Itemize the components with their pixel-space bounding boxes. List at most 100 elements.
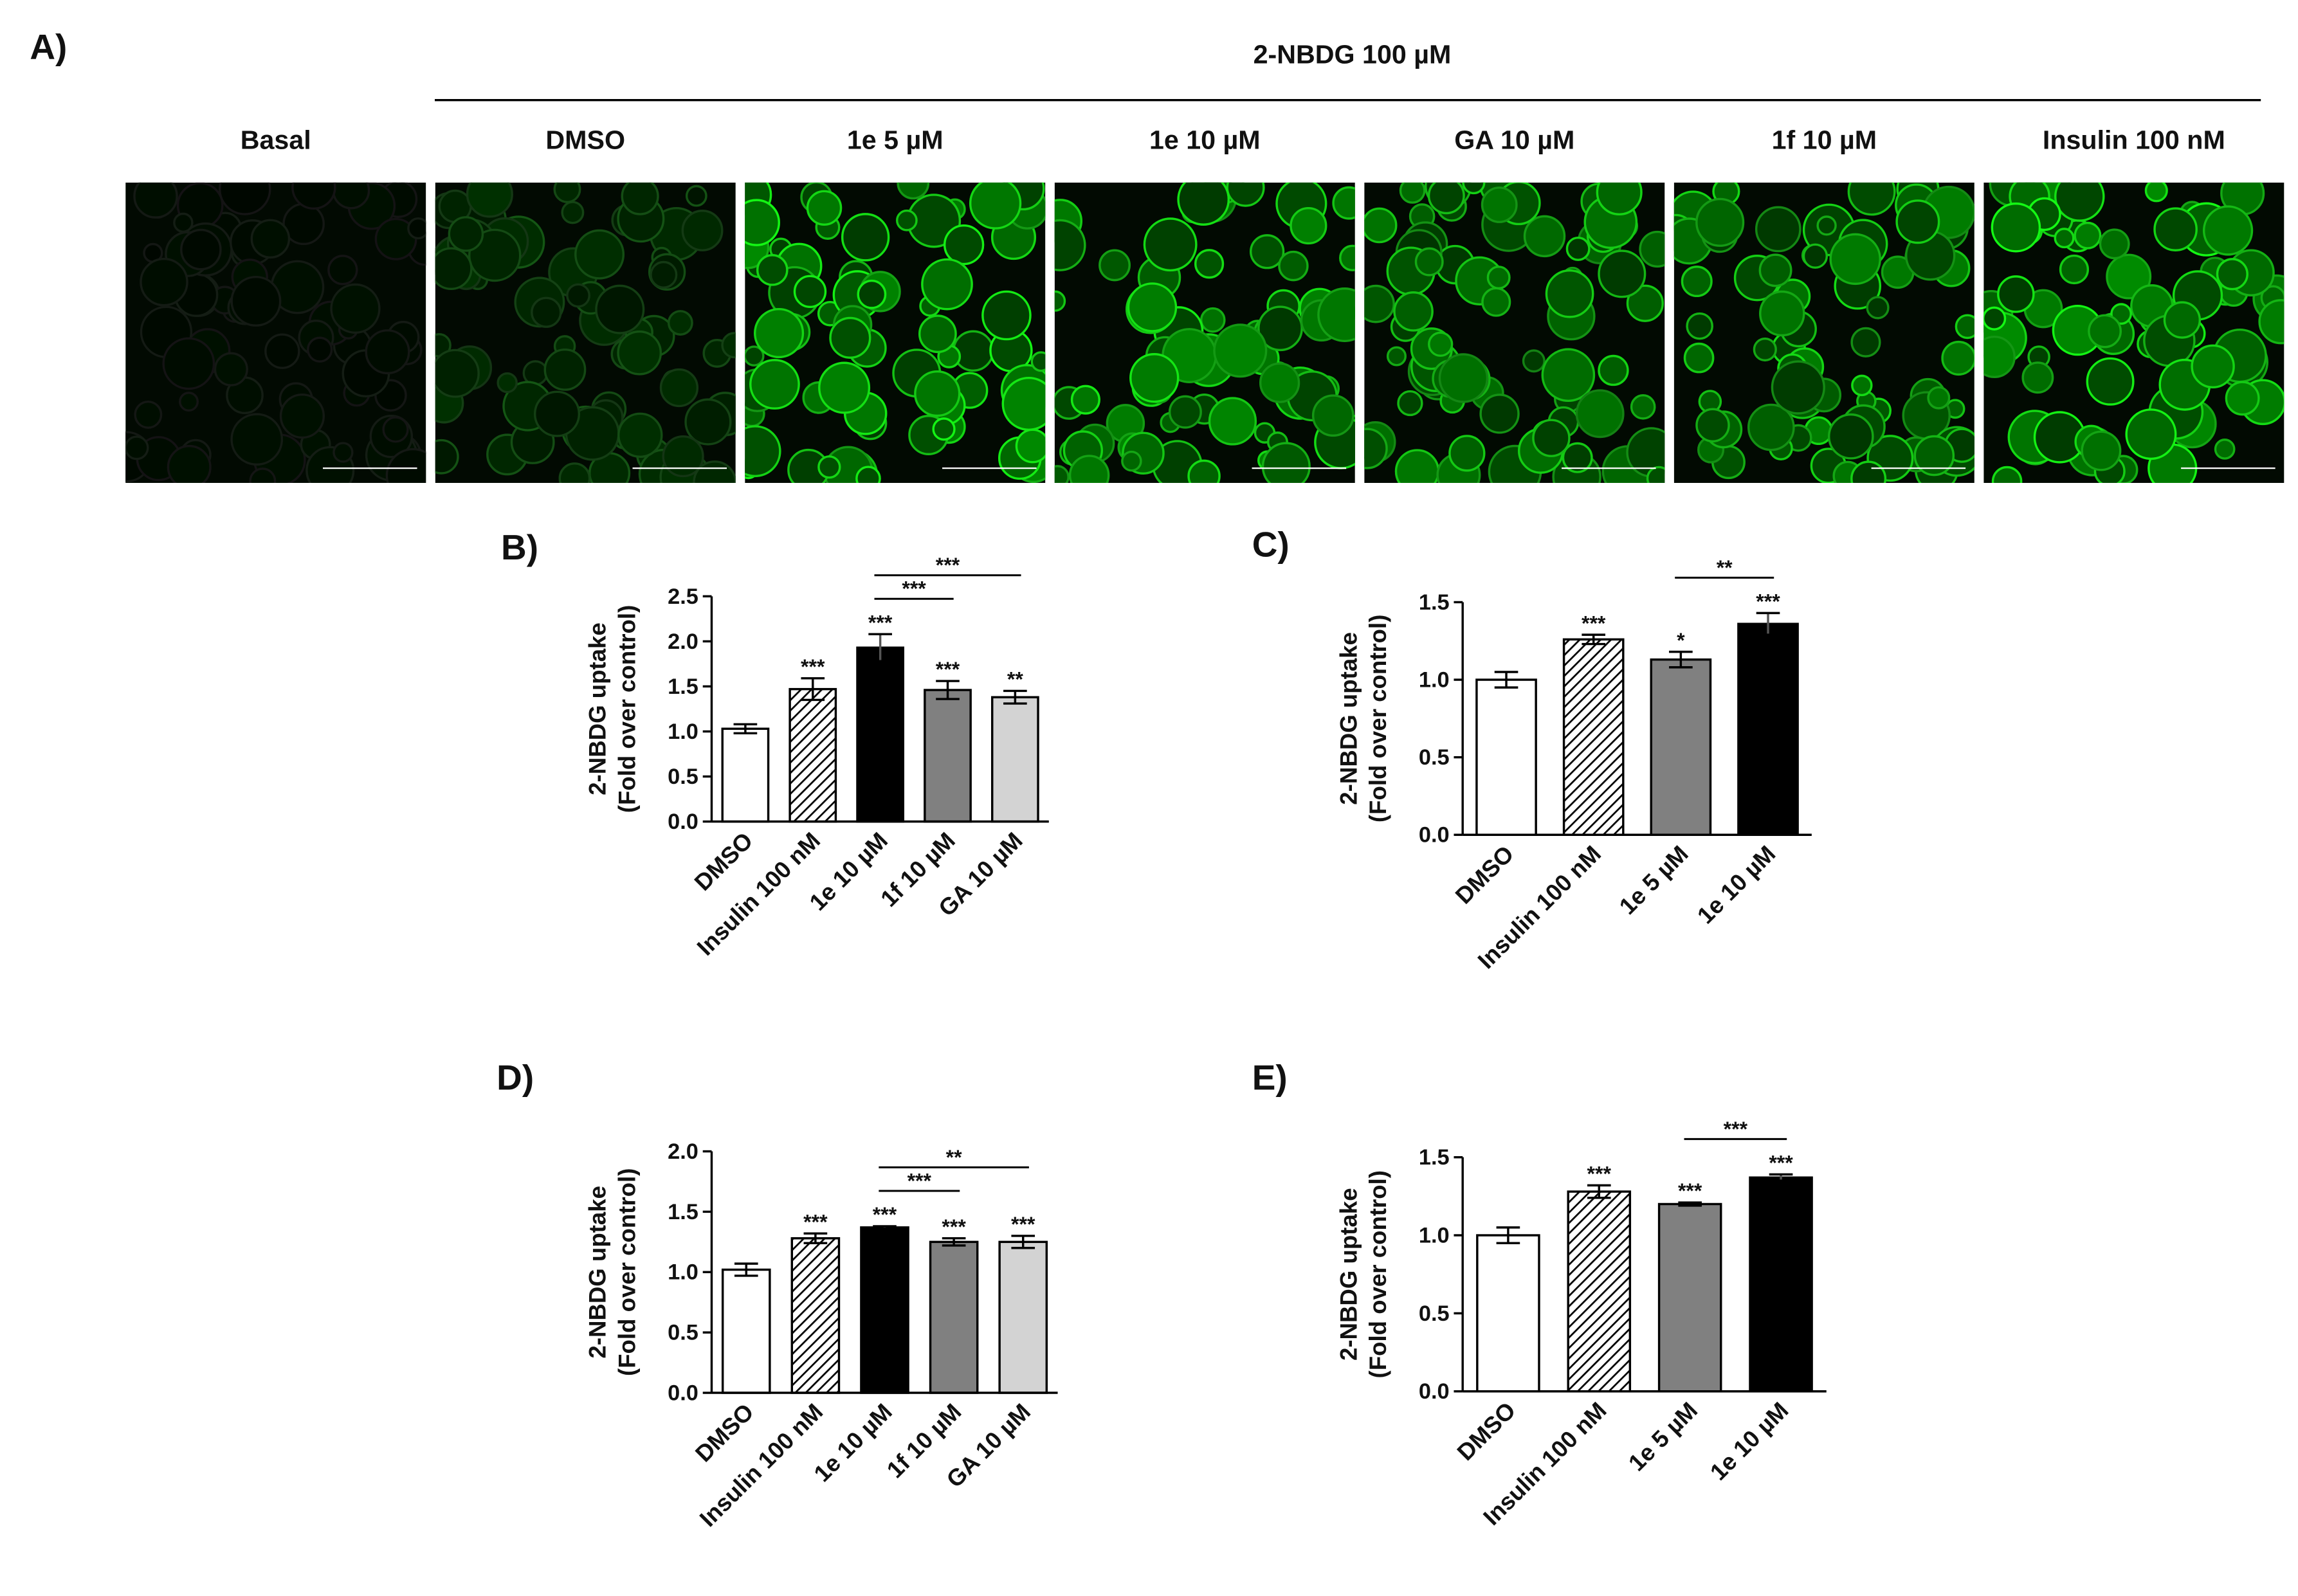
cell: [1630, 394, 1656, 420]
cell: [595, 284, 645, 334]
cell: [435, 247, 473, 291]
cell: [1364, 207, 1398, 244]
cell: [2258, 299, 2284, 345]
cell: [1850, 460, 1887, 484]
cell: [566, 283, 590, 308]
cell: [230, 275, 282, 327]
y-axis-title: 2-NBDG uptake: [1335, 1188, 1362, 1361]
cell: [756, 254, 789, 286]
cell: [1127, 282, 1178, 332]
cell: [943, 224, 985, 266]
cell: [753, 307, 805, 359]
bar: [1567, 1190, 1632, 1393]
cell: [684, 398, 732, 446]
micrograph: [1983, 182, 2284, 484]
cell: [407, 217, 426, 240]
cell: [1941, 340, 1974, 376]
cell: [1427, 182, 1465, 215]
cell: [2086, 357, 2135, 406]
significance-label: ***: [1756, 590, 1780, 613]
cell: [1261, 442, 1311, 484]
cell: [1121, 450, 1142, 472]
cell: [1187, 459, 1221, 484]
y-tick-label: 1.0: [1419, 1223, 1450, 1247]
cell: [1129, 353, 1180, 403]
cell: [180, 228, 222, 271]
cell: [218, 182, 271, 215]
bar: [1737, 622, 1799, 836]
cell: [896, 209, 918, 231]
cell: [497, 372, 518, 394]
cell: [1259, 362, 1300, 403]
cell: [1847, 182, 1896, 216]
significance-label: ***: [902, 577, 926, 601]
cell: [162, 337, 215, 390]
cell: [855, 466, 881, 484]
cell: [1598, 249, 1646, 298]
cell: [1991, 466, 2023, 484]
significance-label: **: [1007, 668, 1023, 691]
cell: [466, 182, 513, 218]
cell: [327, 255, 358, 286]
y-axis-title: 2-NBDG uptake: [1335, 632, 1362, 805]
cell: [1394, 449, 1440, 484]
cell: [1364, 284, 1395, 323]
cell: [365, 329, 410, 375]
cell: [932, 417, 956, 441]
cell: [841, 213, 890, 262]
cell: [1771, 360, 1825, 415]
y-tick-label: 0.5: [1419, 1301, 1450, 1326]
cell: [745, 345, 765, 367]
bar: [990, 696, 1039, 823]
cell: [179, 392, 199, 412]
cell: [1177, 182, 1230, 226]
cell: [817, 455, 841, 479]
cell: [385, 448, 426, 484]
cell: [332, 182, 370, 210]
bar: [1475, 678, 1537, 836]
cell: [279, 393, 325, 439]
x-tick-label: 1e 10 µM: [1705, 1397, 1793, 1485]
column-label: 1e 10 µM: [1149, 125, 1261, 154]
cell: [173, 212, 194, 233]
x-tick-label: 1e 10 µM: [1692, 840, 1780, 929]
significance-label: ***: [873, 1203, 897, 1226]
cell: [2106, 253, 2152, 300]
cell: [1199, 307, 1226, 333]
cell: [1332, 186, 1355, 220]
y-axis-title: (Fold over control): [614, 1168, 640, 1377]
cell: [1523, 215, 1566, 258]
cell: [2088, 314, 2122, 349]
cell: [1257, 305, 1303, 352]
cell: [1532, 419, 1571, 457]
x-tick-label: DMSO: [1452, 1397, 1521, 1465]
cell: [1068, 455, 1110, 484]
column-label: Insulin 100 nM: [2043, 125, 2225, 154]
panel-label: A): [30, 27, 67, 67]
column-label: Basal: [241, 125, 311, 154]
cell: [693, 460, 736, 484]
cell: [681, 210, 724, 251]
cell: [721, 332, 736, 359]
bar: [1562, 638, 1625, 836]
cell: [2144, 182, 2168, 203]
cell: [125, 435, 149, 460]
cell: [818, 361, 871, 414]
cell: [1927, 386, 1951, 410]
bar: [924, 689, 972, 823]
y-tick-label: 2.0: [668, 1139, 698, 1164]
cell: [2191, 344, 2235, 389]
significance-label: ***: [1011, 1213, 1035, 1236]
cell: [1755, 206, 1801, 253]
y-tick-label: 1.0: [668, 720, 698, 744]
cell: [1747, 403, 1795, 451]
cell: [333, 442, 354, 463]
cell: [1278, 250, 1309, 282]
bar: [1650, 658, 1712, 836]
significance-label: ***: [1587, 1162, 1612, 1185]
x-tick-label: DMSO: [1450, 840, 1519, 909]
cell: [1054, 465, 1070, 484]
cell: [1397, 390, 1423, 417]
cell: [1955, 314, 1974, 340]
cell: [857, 279, 887, 309]
